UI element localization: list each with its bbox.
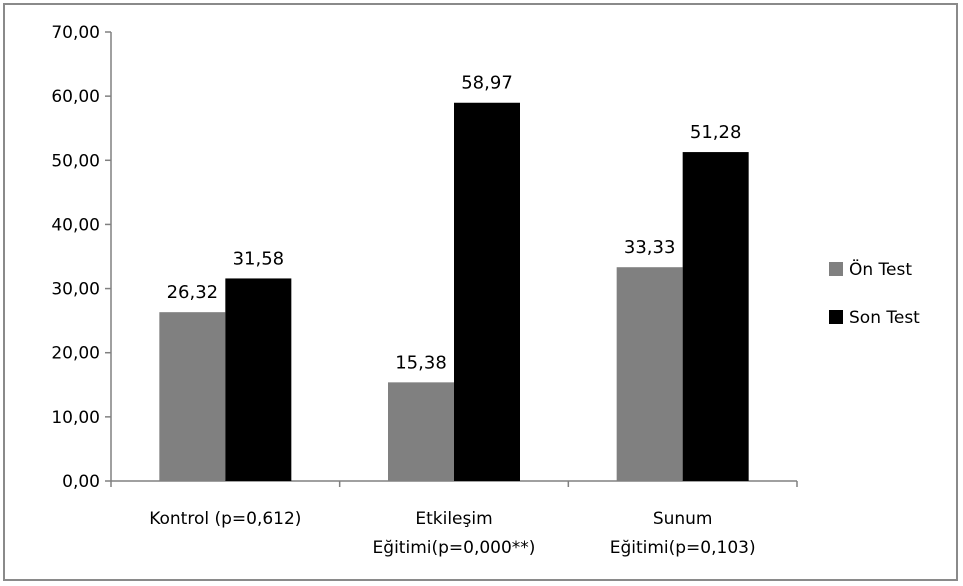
data-labels: 26,32 15,38 33,33 31,58 58,97 51,28	[167, 73, 742, 374]
category-label: Etkileşim	[415, 509, 492, 529]
data-label: 33,33	[624, 237, 676, 258]
bar	[388, 382, 454, 481]
legend: Ön Test Son Test	[829, 258, 920, 328]
bar	[682, 152, 749, 481]
category-label: Eğitimi(p=0,103)	[610, 538, 756, 558]
data-label: 26,32	[167, 282, 219, 303]
y-tick-label: 70,00	[51, 23, 100, 43]
y-axis-ticks: 0,00 10,00 20,00 30,00 40,00 50,00 60,00 70,00	[51, 23, 111, 492]
y-tick-label: 20,00	[51, 344, 100, 364]
y-tick-label: 40,00	[51, 215, 100, 235]
legend-swatch	[829, 262, 843, 276]
bar	[225, 278, 292, 481]
y-tick-label: 0,00	[62, 472, 100, 492]
bar	[454, 102, 520, 481]
category-label: Kontrol (p=0,612)	[149, 509, 301, 529]
data-label: 58,97	[461, 73, 513, 94]
y-tick-label: 60,00	[51, 87, 100, 107]
y-tick-label: 10,00	[51, 408, 100, 428]
legend-label: Ön Test	[849, 258, 912, 280]
data-label: 15,38	[395, 352, 447, 373]
legend-label: Son Test	[849, 308, 920, 328]
category-label: Sunum	[653, 509, 713, 529]
bar	[159, 312, 226, 481]
y-tick-label: 50,00	[51, 151, 100, 171]
data-label: 51,28	[690, 122, 742, 143]
bar	[616, 267, 683, 481]
category-label: Eğitimi(p=0,000**)	[373, 538, 536, 558]
category-labels: Kontrol (p=0,612) Etkileşim Eğitimi(p=0,00…	[149, 509, 755, 558]
bars	[159, 102, 749, 481]
y-tick-label: 30,00	[51, 280, 100, 300]
legend-swatch	[829, 310, 843, 324]
data-label: 31,58	[233, 248, 285, 269]
